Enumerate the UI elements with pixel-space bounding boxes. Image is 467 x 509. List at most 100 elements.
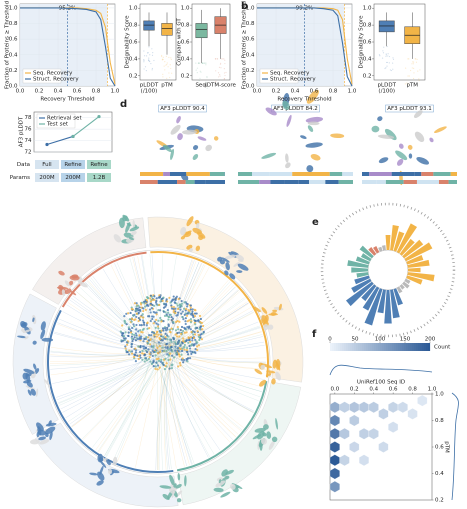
table-cell-text: Full	[42, 162, 52, 168]
cloud-dot	[149, 302, 153, 305]
protein-part	[233, 262, 240, 267]
sequence-segment	[391, 172, 415, 176]
colorbar-tick-label: 100	[375, 337, 386, 343]
cloud-dot	[174, 311, 177, 315]
outlier	[147, 52, 149, 54]
cloud-dot	[185, 348, 189, 352]
cloud-dot	[155, 322, 158, 325]
link	[168, 291, 240, 345]
cloud-dot	[193, 330, 196, 334]
outlier	[198, 62, 200, 64]
cloud-dot	[194, 338, 197, 341]
cloud-dot	[165, 313, 168, 316]
legend-box	[36, 113, 76, 129]
cloud-dot	[186, 303, 189, 306]
cloud-dot	[143, 354, 146, 357]
protein-part	[310, 154, 321, 161]
y-tick-label: 0.2	[9, 68, 18, 74]
protein-part	[128, 236, 134, 241]
y-tick-label: 0.6	[9, 37, 18, 43]
colorbar-step	[334, 343, 337, 351]
cloud-dot	[159, 309, 162, 312]
cloud-dot	[135, 305, 138, 308]
cloud-dot	[199, 317, 202, 321]
protein-part	[263, 324, 269, 331]
cloud-dot	[157, 341, 161, 344]
cloud-dot	[157, 323, 160, 326]
cloud-dot	[142, 309, 145, 313]
cloud-dot	[135, 328, 138, 331]
ring-arc	[61, 251, 147, 308]
cloud-dot	[155, 361, 158, 364]
y-tick-label: 0.4	[246, 52, 255, 58]
cloud-dot	[182, 361, 185, 364]
protein-part	[35, 388, 39, 397]
hex-cell	[397, 401, 408, 414]
link	[158, 350, 254, 413]
outlier	[199, 77, 201, 79]
colorbar-step	[398, 343, 401, 351]
cloud-dot	[157, 319, 160, 322]
cloud-dot	[149, 338, 152, 341]
cloud-dot	[140, 301, 144, 304]
outlier	[220, 67, 222, 69]
cloud-dot	[145, 336, 148, 339]
link	[113, 337, 167, 461]
y-tick-label: 1.0	[9, 5, 18, 11]
cloud-dot	[196, 341, 199, 344]
link	[161, 264, 206, 348]
cloud-dot	[130, 342, 133, 345]
cloud-dot	[171, 350, 174, 353]
protein-part	[252, 434, 262, 440]
cloud-dot	[155, 313, 158, 316]
cloud-dot	[136, 354, 139, 357]
cloud-dot	[141, 331, 144, 334]
cloud-dot	[154, 326, 157, 329]
protein-part	[129, 226, 140, 232]
protein-part	[176, 498, 182, 503]
y-axis-label: Compare with GT	[177, 18, 183, 66]
cloud-dot	[147, 339, 150, 342]
cloud-dot	[135, 312, 138, 315]
x-tick-label: 0.4	[291, 89, 300, 95]
cloud-dot	[140, 303, 143, 306]
link	[59, 335, 164, 406]
link	[89, 278, 154, 341]
protein-part	[407, 144, 413, 150]
protein-part	[49, 431, 53, 441]
y-tick-label: 0.8	[363, 23, 372, 29]
sequence-segment	[369, 172, 392, 176]
protein-part	[189, 248, 193, 253]
cloud-dot	[170, 318, 173, 322]
cloud-dot	[134, 347, 137, 350]
link	[55, 345, 155, 398]
colorbar-tick-label: 50	[352, 337, 359, 343]
panel-label: f	[312, 329, 317, 340]
link	[104, 337, 155, 456]
cloud-dot	[149, 297, 152, 300]
radial-bar	[351, 278, 372, 293]
protein-part	[38, 436, 46, 441]
cloud-dot	[183, 345, 186, 349]
sequence-segment	[238, 172, 253, 176]
outlier	[153, 59, 155, 62]
y-tick-label: 0.8	[181, 23, 190, 29]
outlier	[388, 62, 390, 64]
panel-label: d	[120, 99, 127, 110]
radial-bar	[402, 281, 410, 289]
cloud-dot	[145, 299, 148, 302]
hex-cell	[378, 441, 389, 453]
x-axis-label: UniRef100 Seq ID	[357, 380, 405, 386]
cloud-dot	[139, 356, 142, 359]
cloud-dot	[130, 320, 133, 323]
link	[151, 344, 262, 392]
legend-label: Seq. Recovery	[270, 71, 310, 77]
cloud-dot	[197, 344, 201, 347]
cloud-dot	[170, 315, 173, 319]
x-axis-label: Recovery Threshold	[277, 97, 331, 103]
colorbar-step	[346, 343, 349, 351]
cloud-dot	[181, 342, 184, 345]
outlier	[151, 69, 153, 71]
outlier	[170, 67, 172, 70]
cloud-dot	[155, 318, 158, 322]
